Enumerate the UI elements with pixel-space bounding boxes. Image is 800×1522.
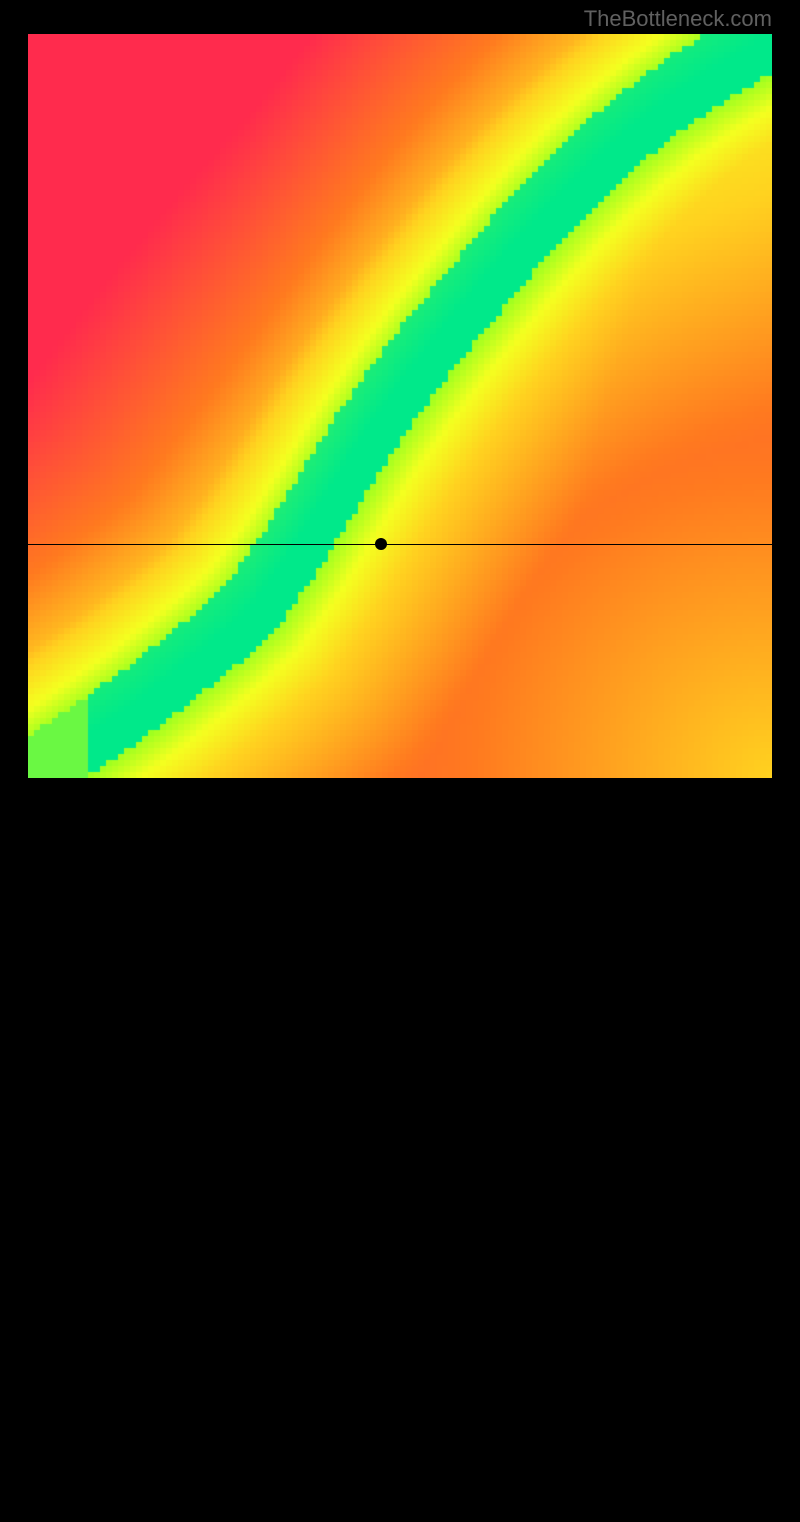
crosshair-vertical [381,778,382,1522]
heatmap-canvas [28,34,772,778]
data-point-marker [375,538,387,550]
watermark-text: TheBottleneck.com [584,6,772,32]
crosshair-horizontal [28,544,772,545]
heatmap-plot [28,34,772,778]
